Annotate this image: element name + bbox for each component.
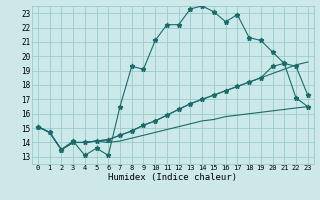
- X-axis label: Humidex (Indice chaleur): Humidex (Indice chaleur): [108, 173, 237, 182]
